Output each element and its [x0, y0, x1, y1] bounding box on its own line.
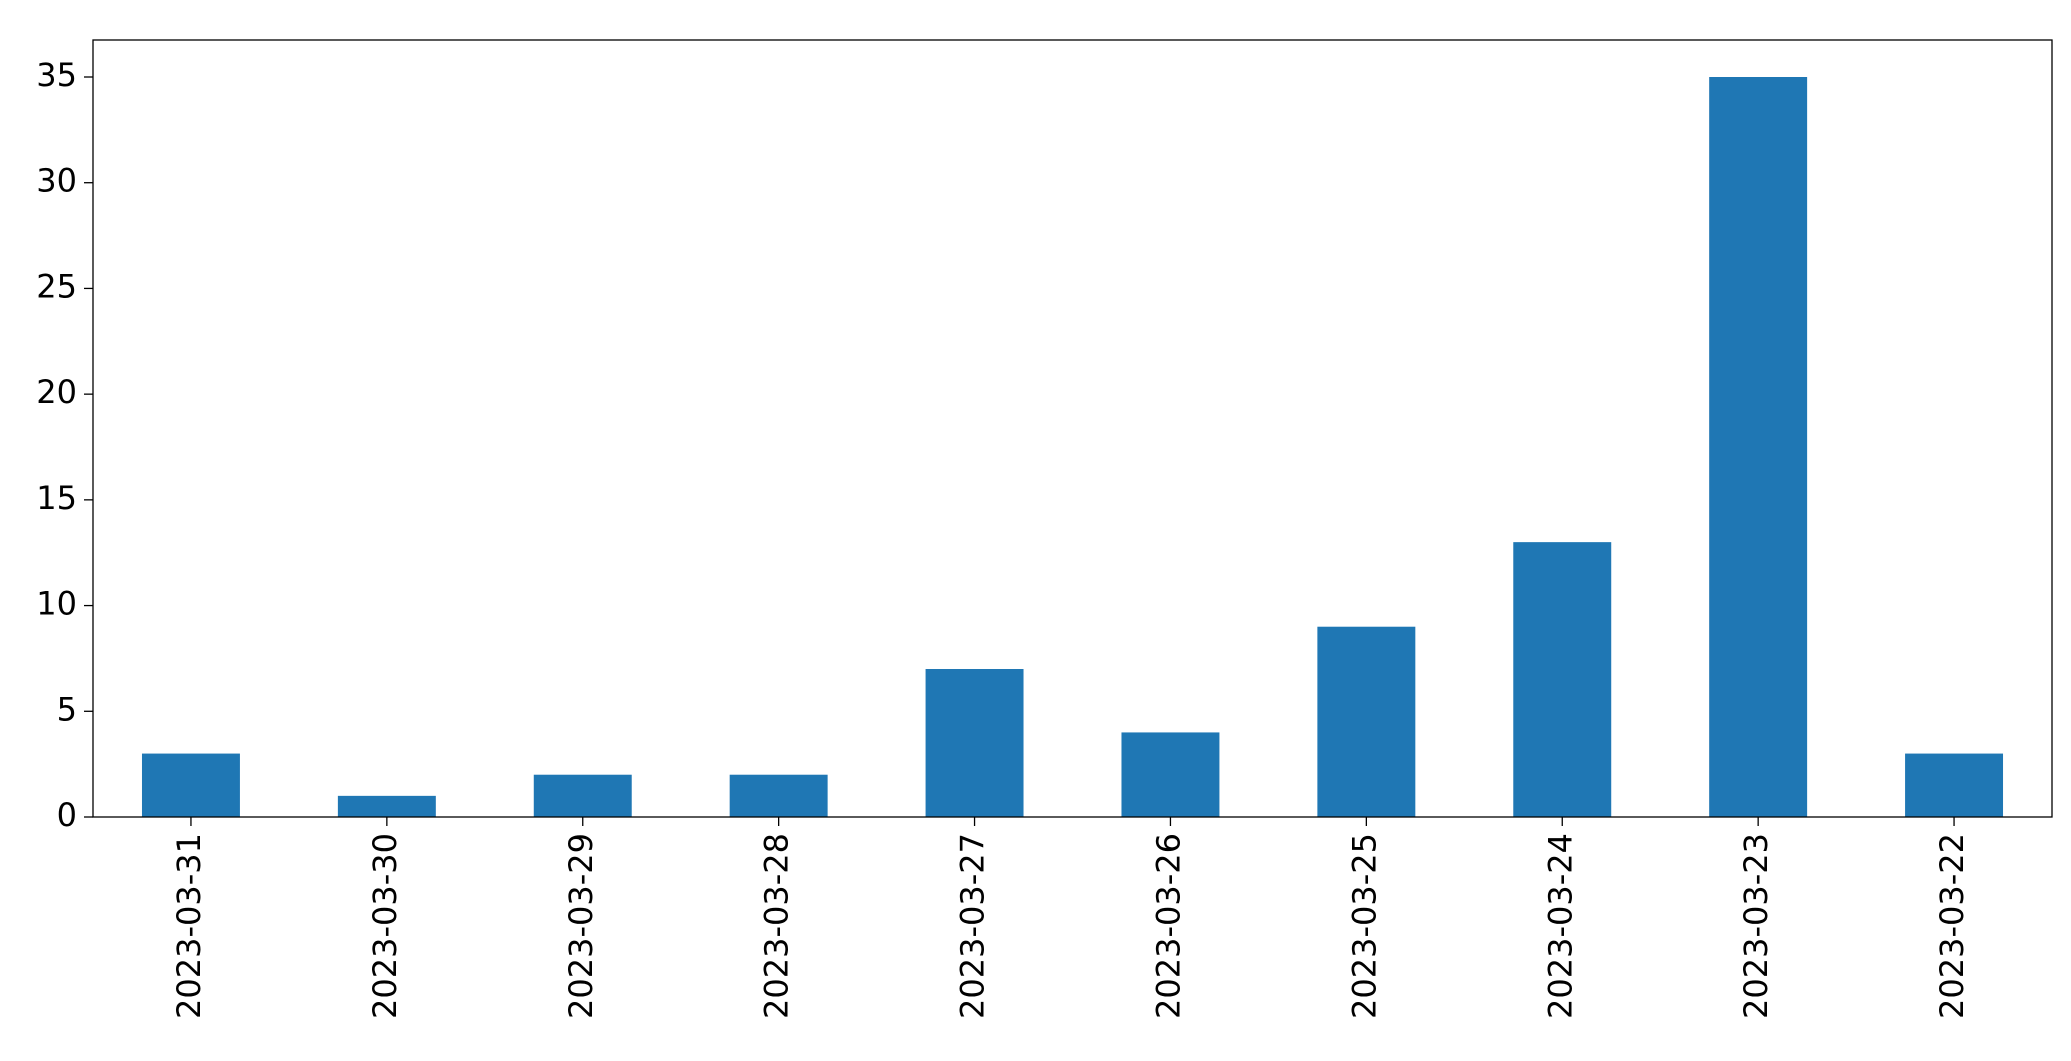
- bar: [729, 774, 828, 817]
- x-tick-label: 2023-03-26: [1149, 833, 1187, 1019]
- x-tick-label: 2023-03-29: [562, 833, 600, 1019]
- x-tick-label: 2023-03-24: [1541, 833, 1579, 1019]
- y-tick-label: 35: [36, 56, 77, 94]
- x-tick-label: 2023-03-30: [366, 833, 404, 1019]
- bar: [533, 774, 632, 817]
- x-tick-label: 2023-03-23: [1737, 833, 1775, 1019]
- y-tick-label: 25: [36, 267, 77, 305]
- bar: [925, 669, 1024, 817]
- x-tick-label: 2023-03-22: [1933, 833, 1971, 1019]
- x-tick-label: 2023-03-31: [170, 833, 208, 1019]
- y-tick-label: 0: [57, 796, 77, 834]
- bar: [141, 753, 240, 817]
- x-tick-label: 2023-03-25: [1345, 833, 1383, 1019]
- bar: [1905, 753, 2004, 817]
- y-tick-label: 15: [36, 479, 77, 517]
- plot-frame: [92, 39, 2053, 818]
- bar: [337, 795, 436, 817]
- y-tick-label: 10: [36, 585, 77, 623]
- y-tick-label: 20: [36, 373, 77, 411]
- bar: [1513, 542, 1612, 817]
- x-tick-label: 2023-03-27: [954, 833, 992, 1019]
- x-tick-label: 2023-03-28: [758, 833, 796, 1019]
- y-tick-label: 30: [36, 162, 77, 200]
- bar: [1317, 626, 1416, 817]
- y-tick-label: 5: [57, 690, 77, 728]
- bar: [1709, 77, 1808, 817]
- bar: [1121, 732, 1220, 817]
